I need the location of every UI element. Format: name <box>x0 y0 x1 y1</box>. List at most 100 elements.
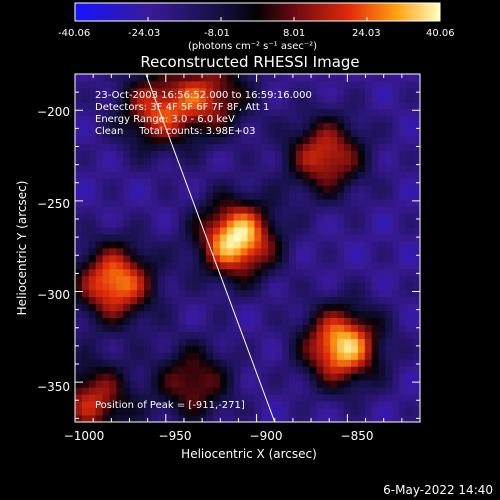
heatmap-cell <box>288 129 297 138</box>
heatmap-cell <box>192 171 200 179</box>
heatmap-cell <box>247 213 255 221</box>
heatmap-cell <box>399 394 407 402</box>
heatmap-cell <box>219 213 228 221</box>
heatmap-cell <box>309 373 317 381</box>
heatmap-cell <box>123 143 131 151</box>
heatmap-cell <box>247 157 255 165</box>
heatmap-cell <box>399 192 407 200</box>
heatmap-cell <box>309 380 317 388</box>
heatmap-cell <box>392 310 400 318</box>
heatmap-cell <box>157 74 166 82</box>
heatmap-cell <box>233 227 241 235</box>
heatmap-cell <box>288 94 297 103</box>
heatmap-cell <box>364 248 373 256</box>
heatmap-cell <box>323 213 331 221</box>
heatmap-cell <box>116 136 124 144</box>
heatmap-cell <box>275 317 283 325</box>
heatmap-cell <box>351 324 359 332</box>
heatmap-cell <box>206 373 214 381</box>
heatmap-cell <box>330 122 338 131</box>
heatmap-cell <box>295 359 304 367</box>
heatmap-cell <box>413 373 420 381</box>
heatmap-cell <box>178 296 186 305</box>
plot-frame <box>74 73 421 423</box>
heatmap-cell <box>364 373 373 381</box>
heatmap-cell <box>240 317 248 325</box>
heatmap-cell <box>226 394 235 402</box>
heatmap-cell <box>144 143 152 151</box>
heatmap-cell <box>102 157 110 165</box>
heatmap-cell <box>309 199 317 207</box>
heatmap-cell <box>213 366 221 374</box>
heatmap-cell <box>95 150 103 158</box>
heatmap-cell <box>399 268 407 277</box>
heatmap-cell <box>261 359 269 367</box>
heatmap-cell <box>75 129 83 138</box>
heatmap-cell <box>164 408 172 416</box>
heatmap-cell <box>392 157 400 165</box>
heatmap-cell <box>344 136 352 144</box>
heatmap-cell <box>357 206 366 214</box>
heatmap-cell <box>144 296 152 305</box>
heatmap-cell <box>102 324 110 332</box>
heatmap-cell <box>337 143 345 151</box>
heatmap-cell <box>219 261 228 270</box>
heatmap-cell <box>185 401 193 409</box>
heatmap-cell <box>330 296 338 305</box>
heatmap-cell <box>337 206 345 214</box>
heatmap-cell <box>344 157 352 165</box>
heatmap-cell <box>81 408 90 416</box>
heatmap-cell <box>116 129 124 138</box>
heatmap-cell <box>206 192 214 200</box>
heatmap-cell <box>240 143 248 151</box>
heatmap-cell <box>385 394 393 402</box>
heatmap-cell <box>171 199 179 207</box>
heatmap-cell <box>233 373 241 381</box>
heatmap-cell <box>185 387 193 395</box>
heatmap-cell <box>123 108 131 117</box>
heatmap-cell <box>371 178 379 186</box>
heatmap-cell <box>275 206 283 214</box>
heatmap-cell <box>219 164 228 172</box>
heatmap-cell <box>288 275 297 284</box>
heatmap-cell <box>288 108 297 117</box>
heatmap-cell <box>309 338 317 346</box>
heatmap-cell <box>88 324 97 332</box>
heatmap-cell <box>109 387 117 395</box>
heatmap-cell <box>330 199 338 207</box>
heatmap-cell <box>192 254 200 263</box>
heatmap-cell <box>233 324 241 332</box>
heatmap-cell <box>337 129 345 138</box>
heatmap-cell <box>233 401 241 409</box>
heatmap-cell <box>226 268 235 277</box>
heatmap-cell <box>378 303 386 312</box>
heatmap-cell <box>378 185 386 193</box>
heatmap-cell <box>116 94 124 103</box>
heatmap-cell <box>192 352 200 360</box>
heatmap-cell <box>102 94 110 103</box>
heatmap-cell <box>316 296 324 305</box>
heatmap-cell <box>302 415 310 422</box>
heatmap-cell <box>344 387 352 395</box>
heatmap-cell <box>164 282 172 291</box>
heatmap-cell <box>102 178 110 186</box>
heatmap-cell <box>178 373 186 381</box>
heatmap-cell <box>185 171 193 179</box>
heatmap-cell <box>206 164 214 172</box>
heatmap-cell <box>123 129 131 138</box>
heatmap-cell <box>302 227 310 235</box>
heatmap-cell <box>144 310 152 318</box>
heatmap-cell <box>309 415 317 422</box>
heatmap-cell <box>192 268 200 277</box>
heatmap-cell <box>302 261 310 270</box>
heatmap-cell <box>199 206 207 214</box>
heatmap-cell <box>213 373 221 381</box>
heatmap-cell <box>357 401 366 409</box>
heatmap-cell <box>261 129 269 138</box>
heatmap-cell <box>371 380 379 388</box>
heatmap-cell <box>157 192 166 200</box>
heatmap-cell <box>302 213 310 221</box>
heatmap-cell <box>206 87 214 96</box>
heatmap-cell <box>357 408 366 416</box>
heatmap-cell <box>254 227 262 235</box>
